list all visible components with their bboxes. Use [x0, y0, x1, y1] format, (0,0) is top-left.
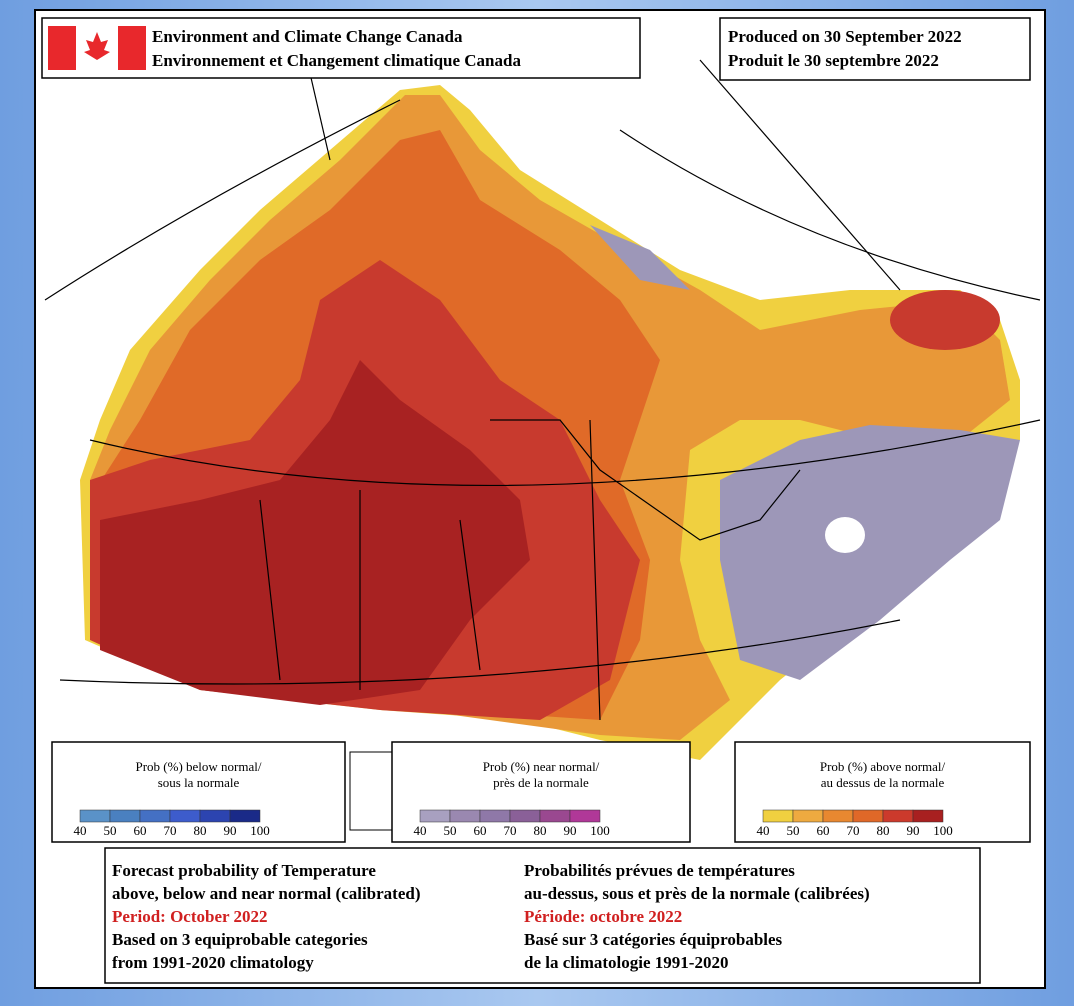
legend-label: 70: [504, 823, 517, 838]
footer-line: above, below and near normal (calibrated…: [112, 884, 421, 903]
legend-swatch: [882, 809, 914, 823]
legend-label: 40: [757, 823, 770, 838]
footer-line: de la climatologie 1991-2020: [524, 953, 728, 972]
legend-label: 40: [74, 823, 87, 838]
legend-label: 50: [444, 823, 457, 838]
legend-title: au dessus de la normale: [821, 775, 945, 790]
footer-line: Period: October 2022: [112, 907, 267, 926]
footer-line: from 1991-2020 climatology: [112, 953, 314, 972]
legend-swatch: [912, 809, 944, 823]
boundaries: [44, 29, 1041, 721]
legend-swatch: [539, 809, 571, 823]
legend-swatch: [449, 809, 481, 823]
legend-swatch: [479, 809, 511, 823]
legend-label: 90: [907, 823, 920, 838]
legend-box: [391, 741, 691, 843]
legend-label: 100: [590, 823, 610, 838]
footer-text: Forecast probability of Temperature above…: [112, 861, 870, 972]
header-right: Produced on 30 September 2022 Produit le…: [719, 17, 1031, 81]
legend-title: Prob (%) near normal/: [483, 759, 600, 774]
produced-en: Produced on 30 September 2022: [728, 27, 962, 46]
legend: Prob (%) below normal/sous la normale 40 5…: [51, 741, 346, 843]
footer-line: au-dessus, sous et près de la normale (c…: [524, 884, 870, 903]
footer-line: Based on 3 equiprobable categories: [112, 930, 368, 949]
legend-swatch: [199, 809, 231, 823]
legend-swatch: [569, 809, 601, 823]
footer-line: Forecast probability of Temperature: [112, 861, 376, 880]
legend-label: 100: [933, 823, 953, 838]
header-left: Environment and Climate Change Canada En…: [41, 17, 641, 79]
forecast-regions: [80, 85, 1020, 760]
legend: Prob (%) above normal/au dessus de la no…: [734, 741, 1031, 843]
legend-label: 80: [534, 823, 547, 838]
footer-line: Probabilités prévues de températures: [524, 861, 795, 880]
legend-swatch: [792, 809, 824, 823]
legends: Prob (%) below normal/sous la normale 40 5…: [51, 741, 1031, 843]
legend-label: 60: [134, 823, 147, 838]
legend-label: 60: [474, 823, 487, 838]
legend: Prob (%) near normal/près de la normale 4…: [391, 741, 691, 843]
legend-title: près de la normale: [493, 775, 589, 790]
produced-fr: Produit le 30 septembre 2022: [728, 51, 939, 70]
legend-label: 60: [817, 823, 830, 838]
legend-label: 50: [787, 823, 800, 838]
legend-swatch: [79, 809, 111, 823]
footer-line: Période: octobre 2022: [524, 907, 682, 926]
legend-label: 80: [194, 823, 207, 838]
legend-swatch: [419, 809, 451, 823]
legend-label: 50: [104, 823, 117, 838]
legend-swatch: [229, 809, 261, 823]
agency-fr: Environnement et Changement climatique C…: [152, 51, 521, 70]
agency-en: Environment and Climate Change Canada: [152, 27, 463, 46]
legend-swatch: [169, 809, 201, 823]
legend-label: 90: [564, 823, 577, 838]
legend-label: 40: [414, 823, 427, 838]
legend-title: Prob (%) above normal/: [820, 759, 946, 774]
legend-label: 70: [847, 823, 860, 838]
legend-label: 100: [250, 823, 270, 838]
legend-label: 90: [224, 823, 237, 838]
legend-box: [51, 741, 346, 843]
legend-label: 70: [164, 823, 177, 838]
legend-swatch: [822, 809, 854, 823]
legend-swatch: [762, 809, 794, 823]
footer: [104, 847, 981, 984]
legend-swatch: [509, 809, 541, 823]
legend-title: Prob (%) below normal/: [135, 759, 261, 774]
blank-box: [349, 751, 393, 831]
footer-line: Basé sur 3 catégories équiprobables: [524, 930, 783, 949]
legend-title: sous la normale: [158, 775, 240, 790]
legend-swatch: [139, 809, 171, 823]
legend-label: 80: [877, 823, 890, 838]
legend-swatch: [852, 809, 884, 823]
legend-swatch: [109, 809, 141, 823]
legend-box: [734, 741, 1031, 843]
